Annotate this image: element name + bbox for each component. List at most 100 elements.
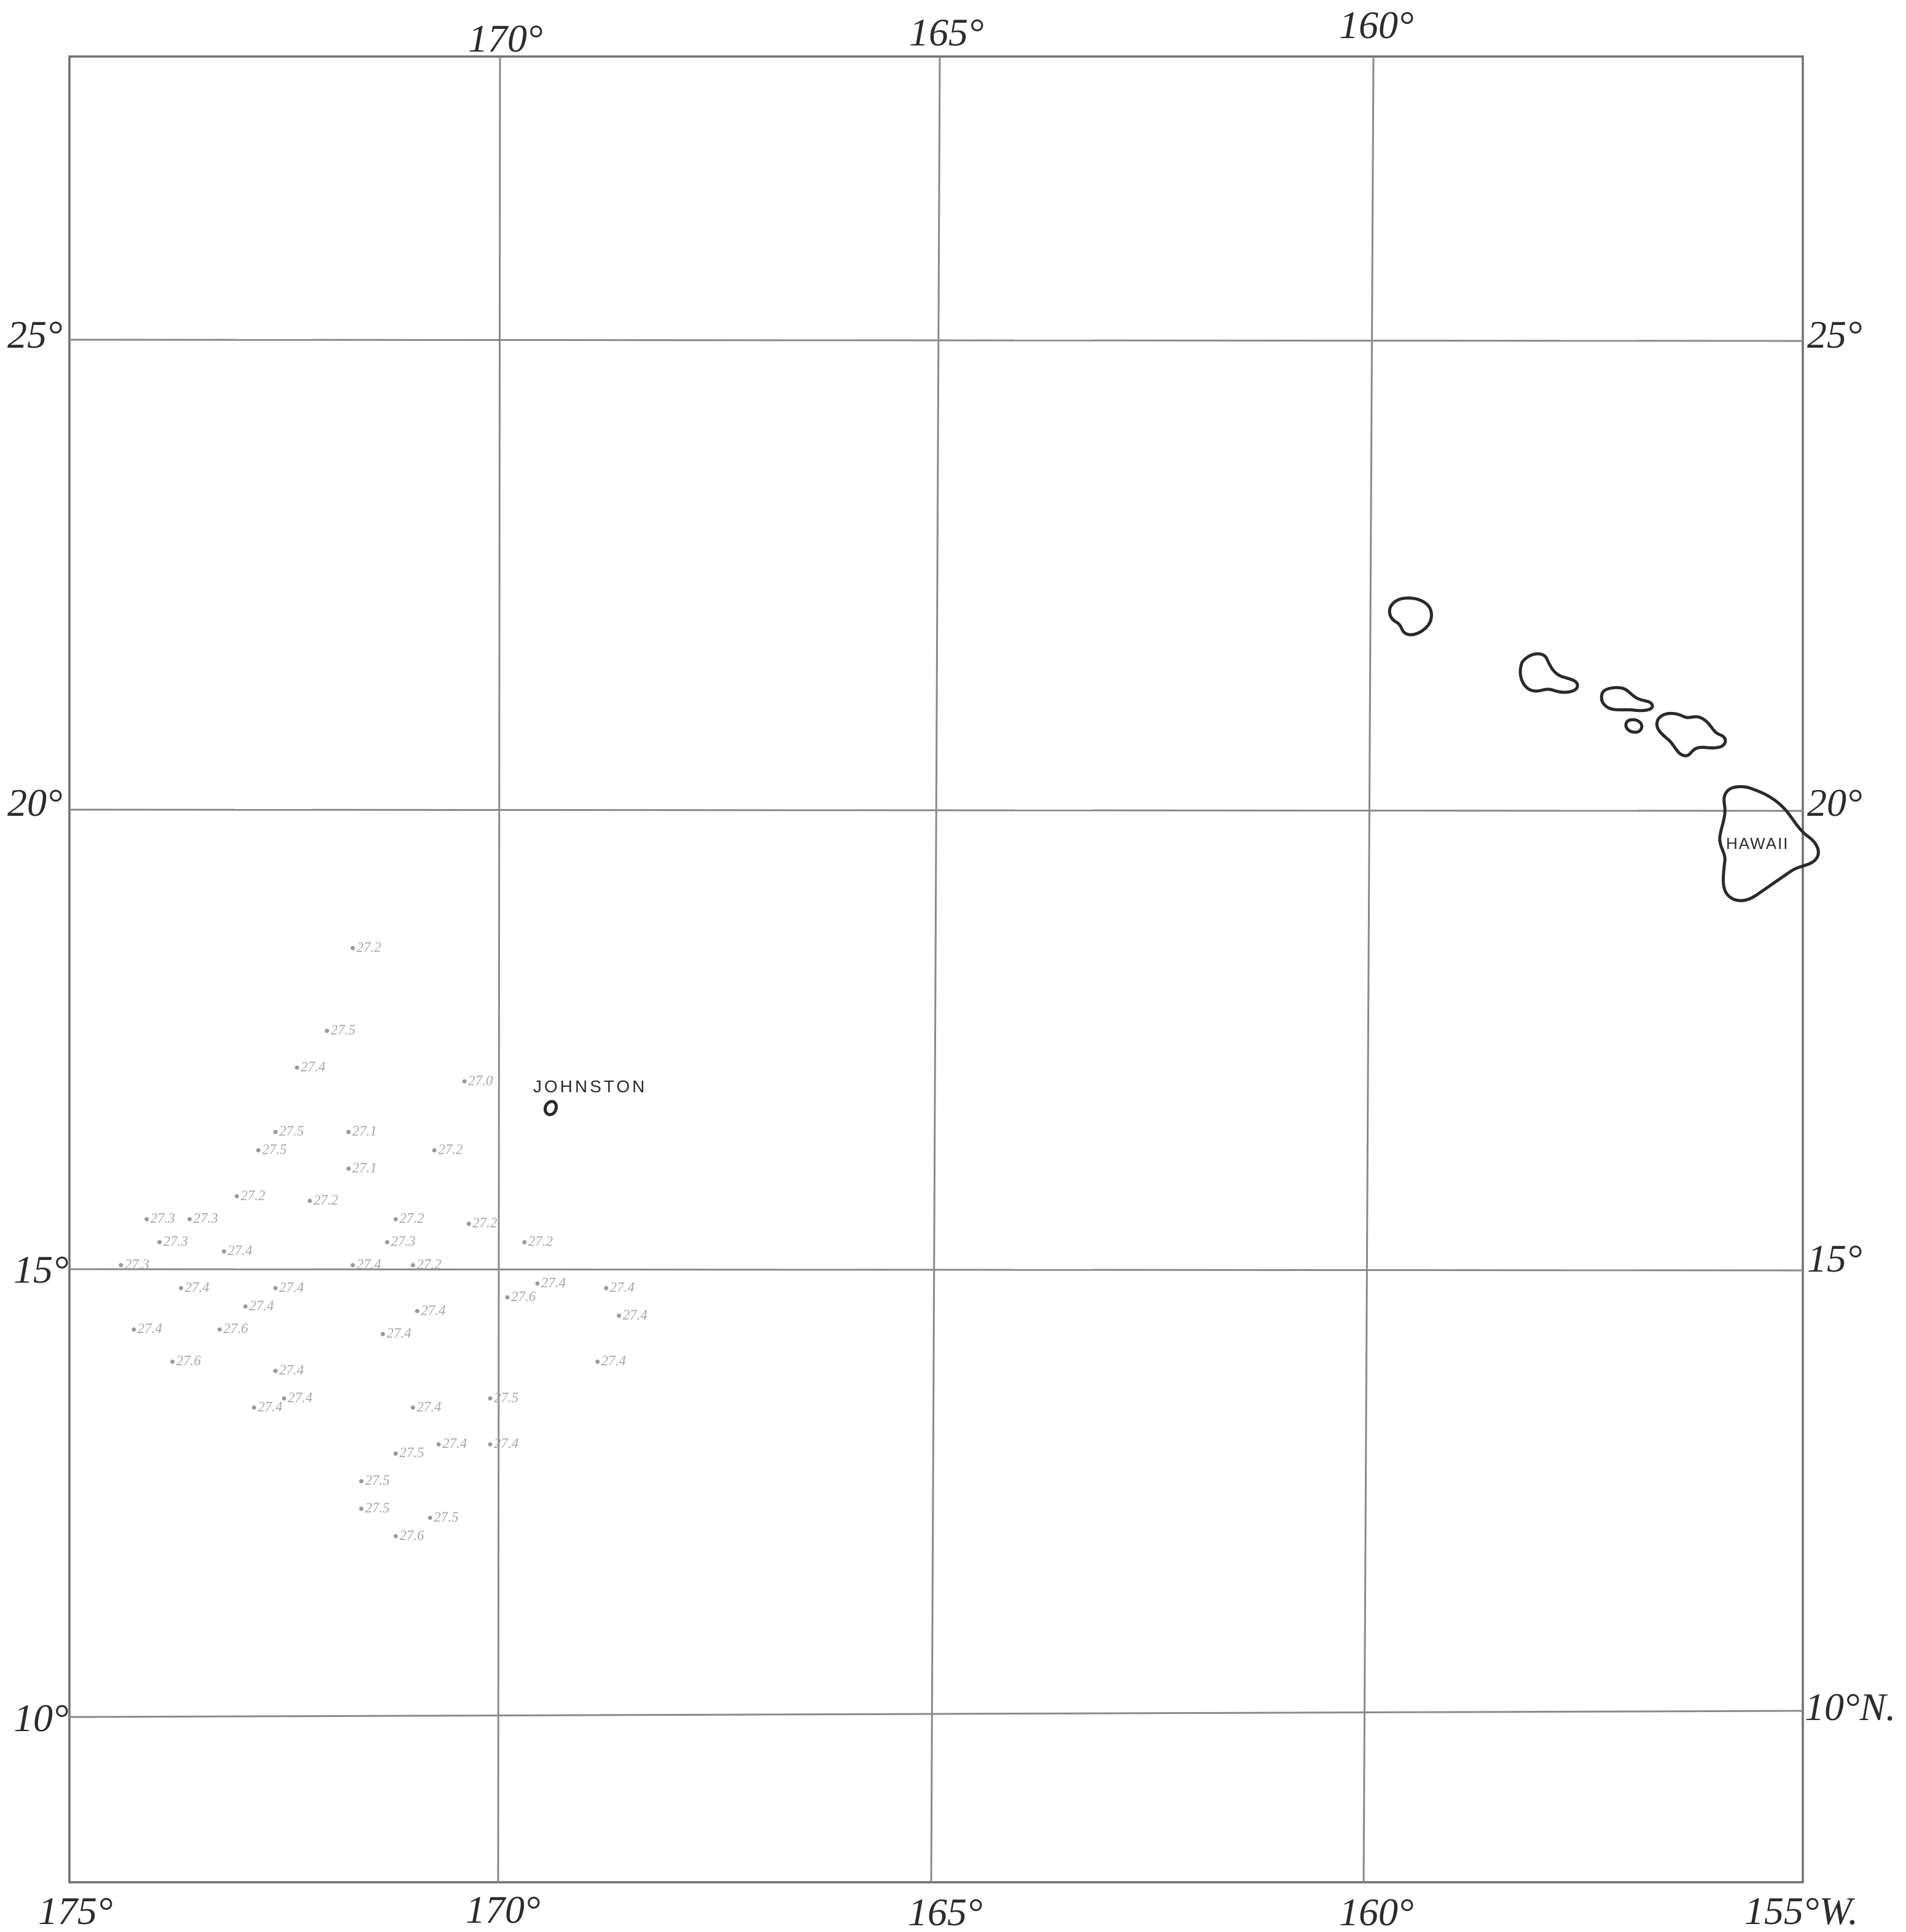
parallel-25 (69, 338, 1803, 342)
observation-dot (307, 1199, 312, 1203)
observation-dot (380, 1332, 385, 1337)
observation-value: 27.5 (365, 1472, 389, 1488)
observation-value: 27.1 (352, 1160, 377, 1175)
observation-dot (522, 1240, 527, 1245)
observation-dot (393, 1534, 398, 1539)
observation-dot (295, 1065, 299, 1070)
observation-value: 27.6 (224, 1321, 249, 1336)
observation-value: 27.1 (352, 1124, 377, 1139)
observation-dot (350, 1263, 355, 1267)
observation-value: 27.6 (511, 1289, 536, 1304)
bottom-lon-label-170: 170° (466, 1888, 541, 1931)
observation-value: 27.5 (494, 1390, 518, 1405)
meridian-170 (497, 56, 501, 1883)
observation-dot (595, 1359, 600, 1364)
observation-value: 27.6 (176, 1353, 201, 1369)
observation-value: 27.3 (163, 1234, 188, 1249)
observation-value: 27.5 (365, 1500, 389, 1515)
meridian-165 (930, 56, 941, 1883)
top-lon-label-160: 160° (1339, 3, 1414, 47)
observation-dot (432, 1148, 437, 1152)
left-lat-label-25: 25° (7, 313, 63, 356)
observation-dot (346, 1166, 351, 1171)
right-lat-label-15: 15° (1807, 1237, 1862, 1280)
observation-value: 27.4 (356, 1257, 381, 1272)
observation-dot (410, 1263, 415, 1267)
observation-dot (385, 1240, 389, 1245)
observation-value: 27.5 (399, 1445, 424, 1460)
observation-dot (393, 1451, 398, 1456)
observation-value: 27.4 (249, 1298, 274, 1313)
observation-dot (179, 1286, 184, 1291)
observation-value: 27.4 (288, 1390, 313, 1405)
parallel-15 (69, 1268, 1803, 1272)
observation-value: 27.2 (438, 1142, 463, 1157)
observation-dot (217, 1327, 222, 1332)
observation-dot (428, 1515, 432, 1520)
left-lat-label-15: 15° (14, 1248, 69, 1291)
observation-dot (273, 1130, 278, 1135)
observation-dot (359, 1506, 364, 1511)
observation-value: 27.4 (279, 1363, 304, 1378)
observation-value: 27.4 (601, 1353, 626, 1369)
island-kauai (1388, 596, 1433, 636)
observation-dot (157, 1240, 162, 1245)
observation-dot (222, 1249, 227, 1254)
observation-dot (119, 1263, 123, 1267)
latitude-grid-lines (69, 338, 1803, 1718)
bottom-lon-label-175: 175° (38, 1889, 113, 1932)
observation-dot (256, 1148, 261, 1152)
observation-value: 27.3 (391, 1234, 415, 1249)
observation-value: 27.4 (442, 1436, 467, 1451)
left-lat-label-10: 10° (14, 1696, 69, 1740)
observation-values: 27.2 27.5 27.4 27.5 27.1 27.5 27.1 27.2 27.0 27.2… (119, 939, 647, 1543)
island-oahu (1518, 652, 1579, 694)
observation-value: 27.4 (494, 1436, 518, 1451)
meridian-160 (1362, 56, 1375, 1883)
observation-dot (488, 1396, 493, 1401)
observation-dot (273, 1369, 278, 1374)
observation-dot (170, 1359, 175, 1364)
observation-value: 27.4 (421, 1302, 445, 1318)
observation-value: 27.5 (262, 1142, 287, 1157)
johnston-atoll: JOHNSTON (533, 1077, 647, 1116)
observation-value: 27.5 (279, 1124, 304, 1139)
left-lat-label-20: 20° (7, 781, 63, 824)
longitude-grid-lines (497, 56, 1375, 1883)
observation-value: 27.2 (472, 1215, 497, 1230)
island-molokai (1599, 686, 1654, 713)
observation-dot (410, 1405, 415, 1410)
observation-value: 27.2 (399, 1211, 424, 1226)
observation-dot (466, 1221, 471, 1226)
observation-value: 27.4 (279, 1280, 304, 1295)
observation-value: 27.4 (138, 1321, 162, 1336)
observation-dot (505, 1295, 510, 1300)
observation-value: 27.4 (258, 1399, 283, 1414)
observation-value: 27.6 (399, 1528, 424, 1543)
observation-dot (235, 1194, 240, 1199)
parallel-10 (69, 1710, 1803, 1718)
observation-dot (346, 1130, 351, 1135)
observation-value: 27.2 (528, 1234, 553, 1249)
observation-dot (243, 1304, 248, 1309)
observation-dot (131, 1327, 136, 1332)
island-maui (1655, 711, 1727, 757)
observation-value: 27.3 (125, 1257, 149, 1272)
bottom-lon-label-165: 165° (908, 1890, 983, 1932)
top-lon-label-165: 165° (909, 10, 984, 54)
parallel-20 (69, 808, 1803, 812)
observation-dot (273, 1286, 278, 1291)
observation-dot (488, 1442, 493, 1447)
island-lanai (1624, 718, 1644, 734)
observation-value: 27.5 (330, 1022, 355, 1038)
observation-value: 27.2 (356, 939, 381, 955)
johnston-label: JOHNSTON (533, 1077, 647, 1096)
observation-value: 27.4 (301, 1059, 326, 1074)
right-lat-label-10: 10°N. (1805, 1685, 1896, 1729)
observation-value: 27.4 (541, 1275, 566, 1290)
observation-value: 27.2 (313, 1192, 338, 1208)
observation-value: 27.2 (241, 1187, 265, 1203)
observation-value: 27.2 (416, 1257, 441, 1272)
island-johnston (544, 1100, 558, 1116)
